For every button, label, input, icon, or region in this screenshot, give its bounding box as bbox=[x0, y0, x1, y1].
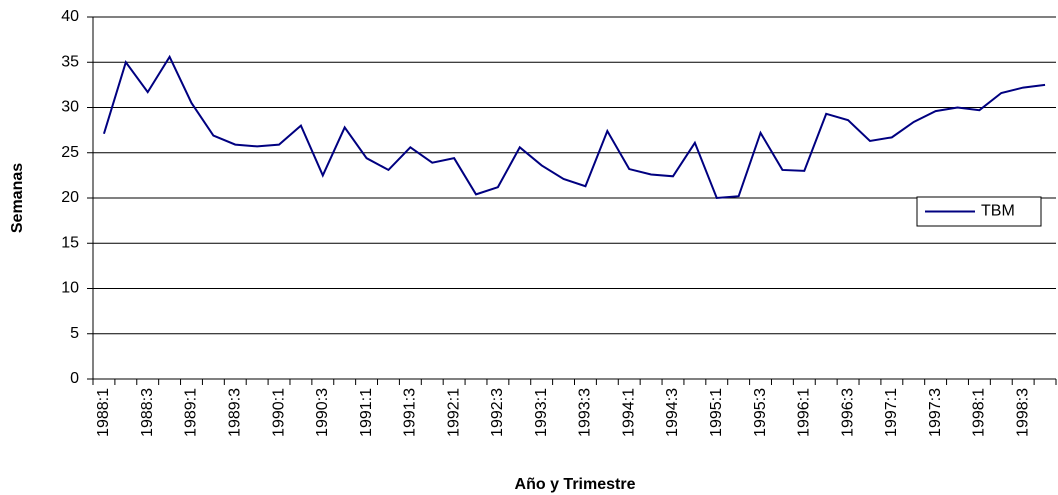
x-tick-label: 1993:3 bbox=[577, 388, 594, 437]
y-tick-label: 25 bbox=[61, 144, 79, 161]
x-tick-label: 1996:1 bbox=[796, 388, 813, 437]
y-tick-label: 30 bbox=[61, 99, 79, 116]
x-tick-label: 1995:1 bbox=[708, 388, 725, 437]
y-tick-label: 0 bbox=[70, 370, 79, 387]
x-tick-label: 1988:1 bbox=[95, 388, 112, 437]
y-tick-label: 35 bbox=[61, 53, 79, 70]
x-tick-label: 1997:1 bbox=[883, 388, 900, 437]
legend-label: TBM bbox=[981, 203, 1015, 220]
x-tick-label: 1994:1 bbox=[620, 388, 637, 437]
x-tick-label: 1988:3 bbox=[139, 388, 156, 437]
y-tick-label: 20 bbox=[61, 189, 79, 206]
data-line bbox=[102, 54, 1046, 200]
x-tick-label: 1991:3 bbox=[402, 388, 419, 437]
y-tick-label: 10 bbox=[61, 280, 79, 297]
x-tick-label: 1993:1 bbox=[533, 388, 550, 437]
x-tick-label: 1992:1 bbox=[445, 388, 462, 437]
x-tick-label: 1990:1 bbox=[270, 388, 287, 437]
y-tick-label: 40 bbox=[61, 8, 79, 25]
x-tick-label: 1997:3 bbox=[927, 388, 944, 437]
x-tick-label: 1995:3 bbox=[752, 388, 769, 437]
x-tick-label: 1992:3 bbox=[489, 388, 506, 437]
y-axis-title: Semanas bbox=[9, 163, 26, 233]
y-tick-label: 15 bbox=[61, 234, 79, 251]
x-tick-label: 1990:3 bbox=[314, 388, 331, 437]
x-tick-label: 1998:1 bbox=[971, 388, 988, 437]
x-tick-label: 1989:1 bbox=[183, 388, 200, 437]
x-tick-label: 1994:3 bbox=[664, 388, 681, 437]
x-axis-title: Año y Trimestre bbox=[515, 476, 636, 493]
x-tick-label: 1991:1 bbox=[358, 388, 375, 437]
x-tick-label: 1996:3 bbox=[839, 388, 856, 437]
y-tick-label: 5 bbox=[70, 325, 79, 342]
x-tick-label: 1998:3 bbox=[1014, 388, 1031, 437]
x-tick-label: 1989:3 bbox=[226, 388, 243, 437]
